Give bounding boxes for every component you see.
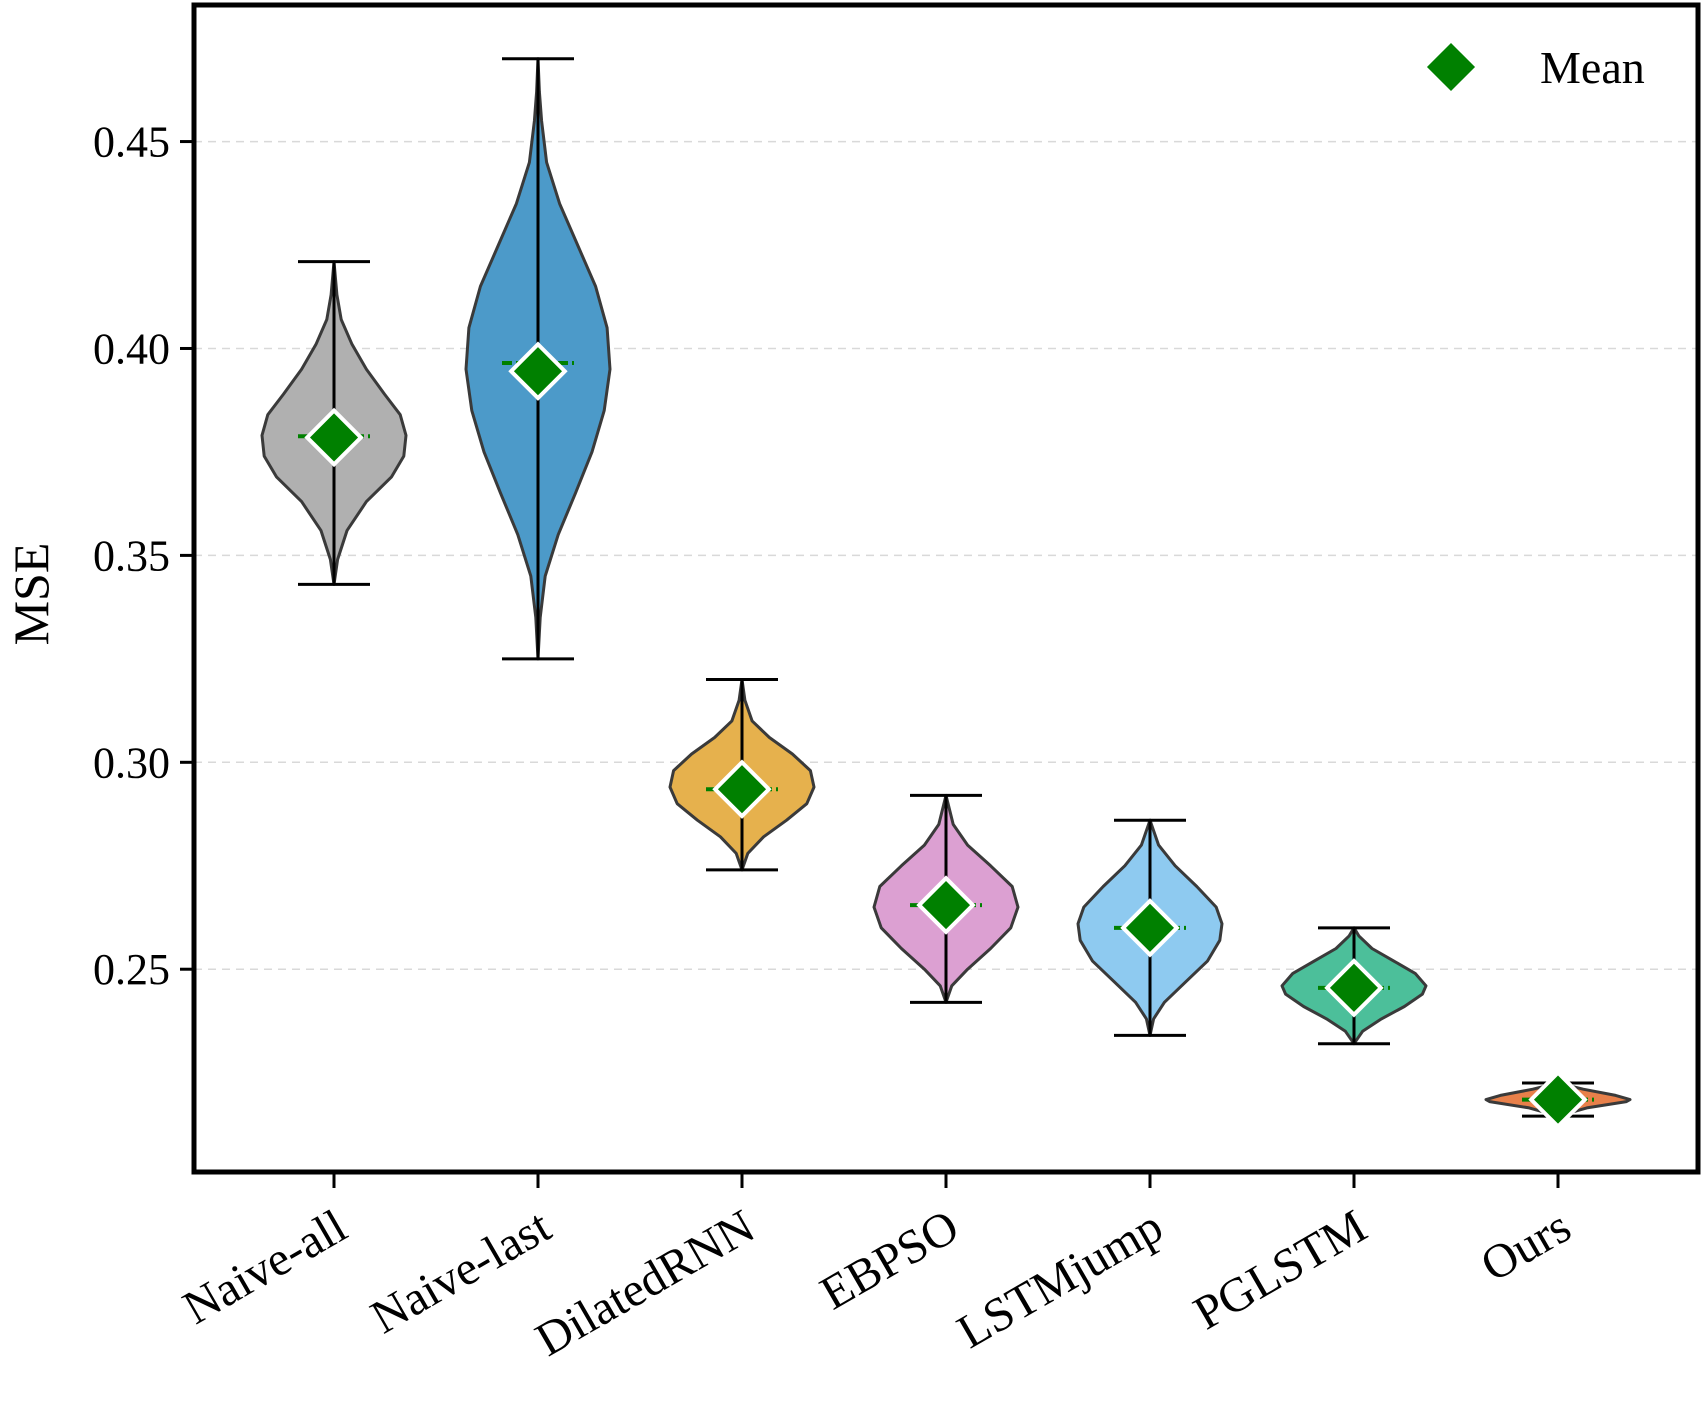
y-tick-label: 0.30 [93,738,170,787]
x-tick-label: EBPSO [812,1200,968,1321]
y-tick-label: 0.45 [93,118,170,167]
legend: Mean [1426,42,1645,93]
x-tick-label: Ours [1472,1200,1579,1293]
plot-frame [191,2,1701,1175]
x-tick-label: Naive-all [174,1200,355,1335]
legend-mean-marker [1426,42,1476,92]
mean-marker [304,407,364,468]
mean-marker [1528,1069,1588,1130]
x-tick-label: PGLSTM [1185,1200,1376,1341]
mean-marker [916,875,976,935]
grid-layer [194,140,1698,970]
y-axis-title: MSE [3,543,59,646]
mean-marker [1324,958,1384,1018]
violin-layer [260,57,1632,1130]
y-tick-label: 0.35 [93,531,170,580]
x-tick-label: LSTMjump [949,1200,1172,1359]
mean-marker [508,341,568,401]
y-tick-label: 0.40 [93,324,170,373]
mean-marker [1120,898,1180,958]
mean-marker [712,759,772,819]
y-tick-label: 0.25 [93,945,170,994]
legend-mean-label: Mean [1540,42,1645,93]
x-tick-label: DilatedRNN [527,1200,764,1367]
